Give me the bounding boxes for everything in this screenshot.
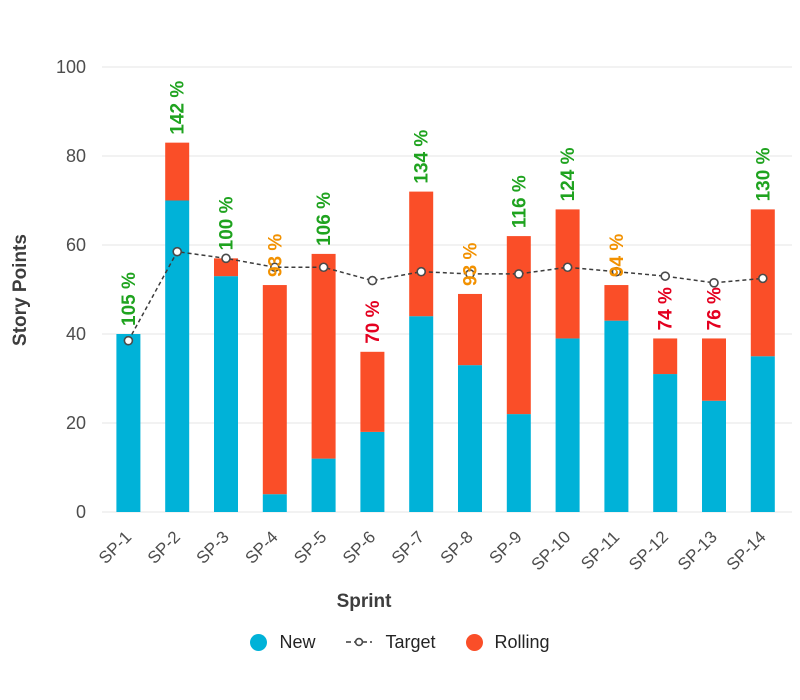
bar-new-SP-14[interactable] — [750, 356, 775, 512]
bar-new-SP-10[interactable] — [555, 338, 580, 512]
x-tick-label-SP-2: SP-2 — [144, 527, 184, 567]
bar-new-SP-4[interactable] — [262, 494, 287, 512]
x-tick-label-SP-6: SP-6 — [339, 527, 379, 567]
y-tick-label-100: 100 — [56, 57, 86, 77]
bar-rolling-SP-7[interactable] — [409, 191, 434, 317]
percent-label-SP-12: 74 % — [656, 287, 677, 330]
bar-new-SP-11[interactable] — [604, 320, 629, 512]
target-marker-SP-3[interactable] — [221, 253, 231, 264]
bar-new-SP-12[interactable] — [653, 374, 678, 512]
plot-area: 0 20 40 60 80 100 105 % 142 % 100 % 93 % 106 % 70 … — [10, 57, 792, 612]
x-axis-title: Sprint — [337, 591, 393, 612]
bar-rolling-SP-4[interactable] — [262, 285, 287, 495]
percent-label-SP-8: 93 % — [461, 243, 482, 286]
percent-label-SP-9: 116 % — [509, 175, 530, 228]
x-tick-label-SP-8: SP-8 — [437, 527, 477, 567]
target-marker-SP-6[interactable] — [367, 275, 378, 286]
target-marker-SP-5[interactable] — [318, 262, 329, 273]
y-tick-label-0: 0 — [76, 502, 86, 522]
bar-rolling-SP-13[interactable] — [702, 338, 726, 401]
x-tick-label-SP-13: SP-13 — [674, 527, 721, 574]
bar-rolling-SP-12[interactable] — [653, 338, 678, 375]
bar-rolling-SP-3[interactable] — [214, 258, 238, 277]
target-marker-SP-11[interactable] — [611, 266, 622, 277]
bar-rolling-SP-10[interactable] — [555, 209, 580, 339]
bar-rolling-SP-11[interactable] — [604, 285, 629, 321]
x-tick-label-SP-9: SP-9 — [485, 527, 525, 567]
target-marker-SP-9[interactable] — [513, 269, 524, 279]
target-marker-SP-7[interactable] — [416, 266, 427, 277]
bar-new-SP-8[interactable] — [458, 365, 482, 512]
x-tick-label-SP-1: SP-1 — [95, 527, 135, 567]
target-marker-SP-4[interactable] — [269, 262, 280, 273]
bar-new-SP-13[interactable] — [702, 400, 726, 512]
bar-rolling-SP-5[interactable] — [311, 253, 336, 459]
y-tick-label-80: 80 — [66, 146, 86, 166]
percent-label-SP-3: 100 % — [217, 196, 238, 250]
target-marker-SP-12[interactable] — [660, 271, 671, 281]
y-tick-label-40: 40 — [66, 324, 86, 344]
x-tick-label-SP-4: SP-4 — [241, 527, 281, 567]
bar-new-SP-5[interactable] — [311, 458, 336, 512]
x-tick-label-SP-3: SP-3 — [193, 527, 233, 567]
bar-new-SP-7[interactable] — [409, 316, 434, 512]
y-tick-label-20: 20 — [66, 413, 86, 433]
legend-item-new[interactable]: New — [250, 632, 315, 653]
percent-label-SP-14: 130 % — [753, 147, 774, 201]
target-marker-SP-2[interactable] — [172, 246, 182, 257]
bar-rolling-SP-6[interactable] — [360, 351, 385, 432]
percent-label-SP-4: 93 % — [265, 234, 286, 277]
rolling-series-swatch — [465, 633, 483, 651]
new-series-swatch — [250, 633, 268, 651]
x-tick-label-SP-5: SP-5 — [290, 527, 330, 567]
y-tick-label-60: 60 — [66, 235, 86, 255]
target-marker-SP-14[interactable] — [757, 273, 768, 284]
bar-new-SP-3[interactable] — [214, 276, 238, 512]
x-tick-label-SP-14: SP-14 — [723, 527, 770, 574]
legend-item-target[interactable]: Target — [345, 631, 436, 653]
y-axis-title: Story Points — [10, 234, 31, 346]
target-marker-SP-8[interactable] — [465, 269, 475, 279]
legend-item-rolling[interactable]: Rolling — [465, 631, 550, 653]
x-tick-label-SP-11: SP-11 — [577, 527, 623, 573]
percent-label-SP-13: 76 % — [705, 287, 726, 330]
target-marker-SP-10[interactable] — [562, 262, 573, 273]
bar-new-SP-6[interactable] — [360, 431, 385, 512]
percent-label-SP-2: 142 % — [168, 81, 189, 135]
bar-new-SP-1[interactable] — [116, 334, 141, 512]
legend-label-target: Target — [385, 631, 436, 652]
legend-label-new: New — [279, 631, 316, 652]
x-tick-label-SP-10: SP-10 — [528, 527, 575, 574]
percent-label-SP-5: 106 % — [314, 192, 335, 246]
target-marker-SP-13[interactable] — [709, 278, 719, 288]
bar-rolling-SP-9[interactable] — [506, 236, 531, 415]
target-series-swatch — [346, 637, 373, 647]
percent-label-SP-7: 134 % — [412, 130, 433, 184]
bar-rolling-SP-2[interactable] — [165, 142, 190, 201]
percent-label-SP-6: 70 % — [363, 300, 384, 343]
legend: New Target Rolling — [0, 626, 800, 658]
legend-label-rolling: Rolling — [494, 631, 550, 652]
percent-label-SP-1: 105 % — [119, 272, 140, 326]
bar-rolling-SP-8[interactable] — [458, 293, 482, 366]
bar-new-SP-9[interactable] — [506, 414, 531, 512]
x-tick-label-SP-12: SP-12 — [625, 527, 672, 574]
target-line — [127, 250, 763, 342]
x-tick-label-SP-7: SP-7 — [388, 527, 428, 567]
percent-label-SP-11: 94 % — [607, 234, 628, 277]
target-marker-SP-1[interactable] — [123, 335, 134, 346]
percent-label-SP-10: 124 % — [558, 147, 579, 201]
